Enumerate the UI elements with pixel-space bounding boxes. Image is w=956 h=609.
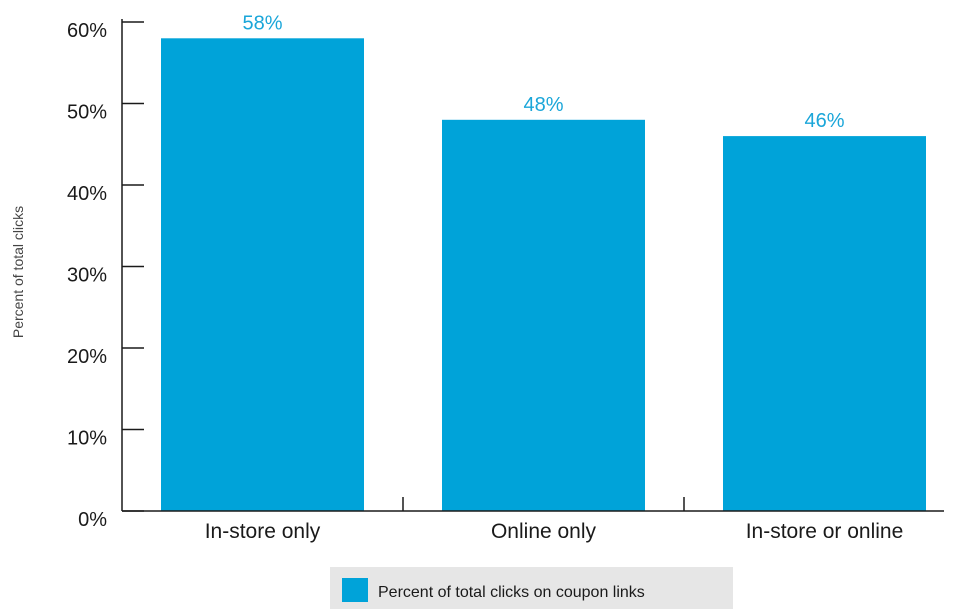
y-tick-label: 50% — [67, 102, 107, 124]
data-label: 48% — [523, 94, 563, 116]
data-label: 46% — [804, 110, 844, 132]
bar — [161, 38, 364, 512]
bar — [723, 136, 926, 511]
y-tick-label: 10% — [67, 428, 107, 450]
y-axis-title: Percent of total clicks — [10, 206, 26, 338]
y-tick-label: 40% — [67, 183, 107, 205]
legend-label: Percent of total clicks on coupon links — [378, 584, 645, 601]
bar — [442, 119, 645, 512]
data-label: 58% — [242, 12, 282, 34]
y-tick-label: 0% — [78, 509, 107, 531]
y-tick-label: 30% — [67, 265, 107, 287]
legend-swatch — [342, 578, 368, 602]
x-tick-label: Online only — [491, 520, 597, 543]
legend-background — [330, 567, 733, 609]
y-axis-ticks: 0% 10% 20% 30% 40% 50% 60% — [67, 20, 144, 531]
legend: Percent of total clicks on coupon links — [330, 567, 733, 609]
data-labels: 58% 48% 46% — [242, 12, 844, 132]
bars — [161, 38, 926, 512]
x-tick-label: In-store or online — [746, 520, 904, 543]
x-tick-label: In-store only — [205, 520, 321, 543]
x-axis-labels: In-store only Online only In-store or onli… — [205, 520, 904, 543]
x-axis-ticks — [402, 497, 685, 511]
y-tick-label: 60% — [67, 20, 107, 42]
y-tick-label: 20% — [67, 346, 107, 368]
